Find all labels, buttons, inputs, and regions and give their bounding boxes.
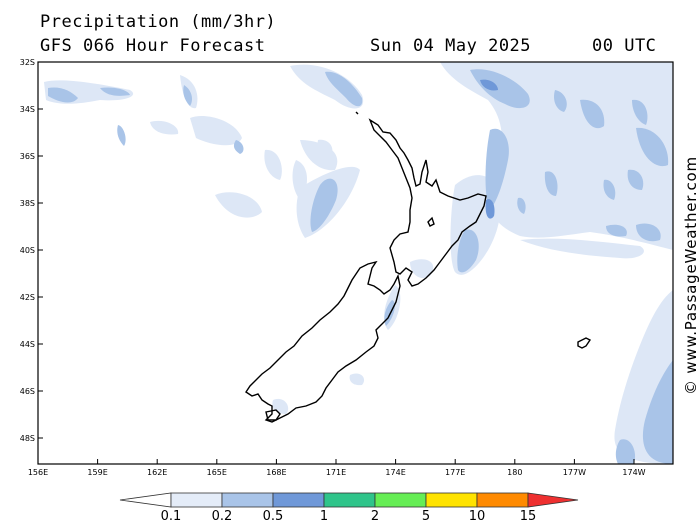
longitude-label: 171E: [326, 468, 346, 477]
longitude-label: 177W: [563, 468, 586, 477]
colorbar-label: 0.2: [211, 509, 233, 524]
colorbar-label: 10: [468, 509, 486, 524]
colorbar-segment: [272, 492, 325, 508]
precipitation-areas: [44, 62, 673, 464]
colorbar-label: 15: [519, 509, 537, 524]
longitude-label: 177E: [445, 468, 465, 477]
legend-colorbar: [119, 492, 579, 508]
latitude-label: 34S: [20, 105, 35, 114]
colorbar-max-arrow: [527, 492, 579, 508]
latitude-label: 44S: [20, 340, 35, 349]
colorbar-label: 2: [370, 509, 380, 524]
longitude-label: 156E: [28, 468, 48, 477]
colorbar-segment: [221, 492, 274, 508]
colorbar-label: 1: [319, 509, 329, 524]
longitude-axis: 156E 159E 162E 165E 168E 171E 174E 177E 180 177W 1…: [28, 459, 646, 477]
longitude-label: 168E: [266, 468, 286, 477]
longitude-label: 174E: [385, 468, 405, 477]
latitude-label: 40S: [20, 246, 35, 255]
latitude-axis: 32S 34S 36S 38S 40S 42S 44S 46S 48S: [20, 58, 43, 443]
colorbar-segment: [476, 492, 529, 508]
latitude-label: 42S: [20, 293, 35, 302]
latitude-label: 38S: [20, 199, 35, 208]
land-outline: [245, 111, 592, 423]
longitude-label: 180: [507, 468, 522, 477]
forecast-date: Sun 04 May 2025: [370, 36, 532, 56]
colorbar-segment: [425, 492, 478, 508]
colorbar-min-arrow: [119, 492, 172, 508]
south-island: [245, 260, 401, 423]
colorbar-label: 0.5: [262, 509, 284, 524]
forecast-model: GFS 066 Hour Forecast: [40, 36, 266, 56]
longitude-label: 162E: [147, 468, 167, 477]
colorbar-label: 5: [421, 509, 431, 524]
stewart-island: [265, 409, 281, 421]
north-island: [368, 118, 487, 287]
colorbar-label: 0.1: [160, 509, 182, 524]
chart-title: Precipitation (mm/3hr): [40, 12, 277, 32]
longitude-label: 165E: [207, 468, 227, 477]
latitude-label: 48S: [20, 434, 35, 443]
latitude-label: 32S: [20, 58, 35, 67]
colorbar-segment: [170, 492, 223, 508]
longitude-label: 174W: [622, 468, 645, 477]
colorbar-segment: [374, 492, 427, 508]
chatham-islands: [577, 337, 592, 349]
latitude-label: 46S: [20, 387, 35, 396]
longitude-label: 159E: [87, 468, 107, 477]
map-frame: [37, 61, 674, 465]
colorbar-segment: [323, 492, 376, 508]
latitude-label: 36S: [20, 152, 35, 161]
forecast-time: 00 UTC: [592, 36, 657, 56]
